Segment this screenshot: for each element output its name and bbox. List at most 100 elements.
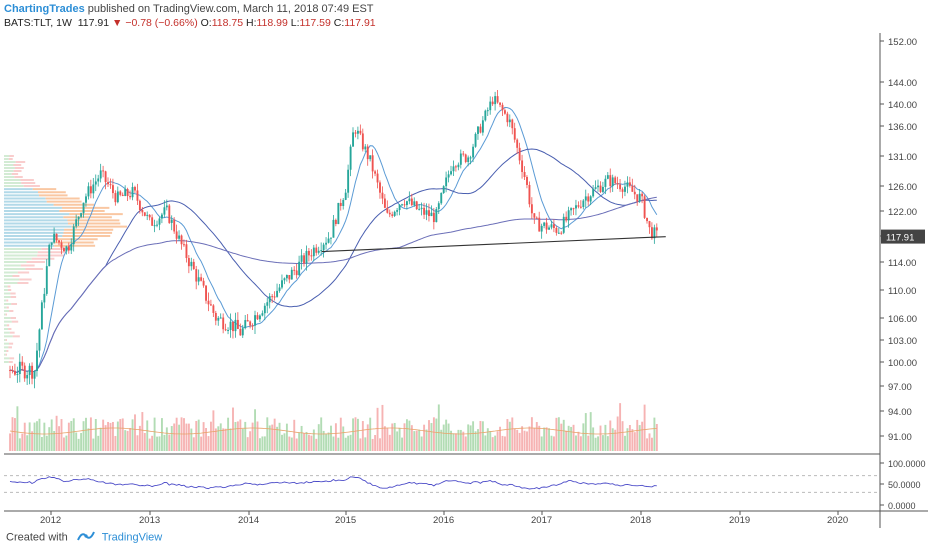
- candle-body: [271, 296, 274, 298]
- candle-body: [31, 365, 34, 379]
- candle-body: [543, 222, 546, 226]
- volume-bar: [104, 425, 107, 451]
- candle-body: [317, 250, 320, 253]
- volume-profile-bar: [4, 248, 42, 250]
- volume-profile-bar: [4, 194, 39, 197]
- volume-profile-bar: [37, 191, 66, 194]
- volume-bar: [371, 438, 374, 451]
- volume-profile-bar: [4, 155, 10, 157]
- volume-bar: [36, 421, 38, 451]
- candle-body: [567, 210, 570, 221]
- price-chart[interactable]: 152.00 144.00 140.00 136.00 131.00 126.00 122.…: [4, 33, 928, 528]
- candle-body: [469, 157, 472, 159]
- candle-body: [646, 217, 648, 222]
- volume-bar: [332, 436, 335, 451]
- volume-bar: [484, 435, 487, 451]
- candle-body: [16, 374, 19, 376]
- volume-bar: [261, 436, 264, 451]
- candle-body: [611, 177, 614, 187]
- volume-bar: [589, 412, 592, 451]
- candle-body: [259, 315, 261, 320]
- volume-profile-bar: [4, 231, 64, 234]
- volume-bar: [455, 433, 457, 451]
- volume-bar: [165, 427, 168, 451]
- candle-body: [357, 130, 359, 134]
- volume-bar: [494, 435, 497, 451]
- volume-bar: [190, 428, 193, 451]
- volume-bar: [526, 431, 528, 451]
- volume-bar: [94, 418, 97, 451]
- candle-body: [445, 177, 448, 187]
- volume-bar: [288, 436, 291, 451]
- candle-body: [628, 182, 631, 186]
- volume-profile-bar: [38, 194, 68, 197]
- volume-bar: [339, 417, 342, 451]
- volume-bar: [555, 417, 558, 451]
- volume-bar: [393, 422, 396, 451]
- candle-body: [337, 202, 340, 225]
- author-link[interactable]: ChartingTrades: [4, 3, 85, 15]
- high-label: H:: [245, 17, 257, 29]
- trendline: [321, 236, 666, 253]
- volume-profile-bar: [10, 317, 17, 319]
- volume-bar: [300, 425, 303, 451]
- price-tick-label: 144.00: [888, 78, 917, 89]
- candle-body: [300, 255, 303, 262]
- candle-body: [504, 110, 506, 114]
- volume-ma-line: [9, 427, 657, 435]
- volume-bar: [85, 417, 87, 451]
- volume-bar: [168, 434, 171, 451]
- candle-body: [217, 317, 220, 321]
- candle-body: [450, 171, 452, 175]
- candle-body: [428, 210, 430, 217]
- volume-profile-bar: [4, 206, 62, 209]
- volume-profile-bar: [26, 261, 46, 263]
- volume-profile-bar: [67, 219, 120, 222]
- volume-bar: [486, 428, 489, 451]
- candle-body: [420, 207, 423, 209]
- candle-body: [609, 175, 612, 187]
- candle-body: [570, 208, 573, 211]
- volume-bar: [114, 436, 117, 451]
- volume-bar: [23, 422, 26, 451]
- volume-bar: [285, 423, 288, 451]
- volume-bar: [533, 427, 536, 451]
- volume-bar: [45, 435, 48, 451]
- volume-bar: [472, 421, 475, 451]
- candle-body: [479, 126, 482, 133]
- volume-profile-bar: [4, 203, 54, 206]
- volume-bar: [496, 431, 499, 451]
- ma-mid-line: [9, 148, 657, 373]
- volume-bar: [567, 425, 570, 451]
- volume-profile-bar: [4, 182, 22, 184]
- volume-bar: [251, 422, 254, 451]
- volume-profile-bar: [4, 161, 16, 163]
- volume-profile-bar: [4, 282, 18, 284]
- tradingview-brand-link[interactable]: TradingView: [101, 531, 163, 544]
- candle-body: [371, 155, 374, 172]
- volume-bar: [499, 426, 501, 451]
- volume-profile-bar: [4, 241, 54, 244]
- candle-body: [548, 227, 550, 230]
- volume-bar: [163, 434, 166, 451]
- candle-body: [553, 224, 555, 228]
- volume-profile-bar: [4, 216, 64, 219]
- volume-bar: [349, 434, 352, 451]
- volume-bar: [305, 431, 308, 451]
- footer: Created with TradingView: [6, 530, 162, 545]
- volume-bar: [631, 429, 634, 451]
- candle-body: [513, 128, 516, 140]
- candle-body: [584, 196, 587, 201]
- rsi-tick-label: 0.0000: [888, 501, 916, 511]
- candle-body: [540, 225, 543, 232]
- volume-profile-bar: [4, 278, 20, 281]
- volume-bar: [418, 429, 421, 451]
- candle-body: [288, 275, 291, 280]
- candle-body: [143, 212, 146, 216]
- candle-body: [89, 186, 92, 194]
- chart-area[interactable]: 152.00 144.00 140.00 136.00 131.00 126.00 122.…: [4, 33, 928, 528]
- volume-bar: [557, 417, 560, 451]
- candle-body: [210, 304, 212, 306]
- volume-bar: [229, 428, 232, 451]
- candle-body: [481, 120, 484, 133]
